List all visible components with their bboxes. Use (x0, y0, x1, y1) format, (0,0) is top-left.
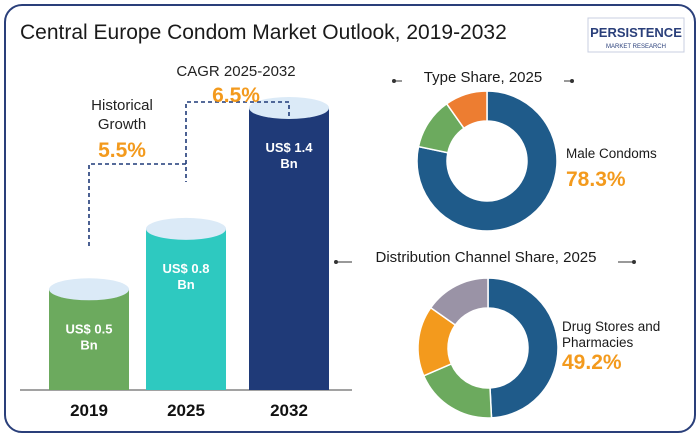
slice-other-channel-grey (429, 277, 489, 327)
x-tick-2025: 2025 (167, 401, 205, 420)
distribution-share-title: Distribution Channel Share, 2025 (376, 249, 597, 266)
slice-other-type-orange (445, 90, 488, 130)
bar-2032 (249, 108, 329, 390)
cagr-value: 6.5% (212, 84, 260, 107)
infographic-canvas: Central Europe Condom Market Outlook, 20… (20, 17, 685, 420)
logo-brand: PERSISTENCE (590, 25, 682, 40)
type-highlight-value: 78.3% (566, 168, 626, 191)
bar-2025 (146, 228, 226, 390)
historical-growth-label: Historical (91, 97, 153, 114)
cagr-connector (185, 101, 290, 164)
distribution-highlight-label: Drug Stores and (562, 319, 660, 334)
page-title: Central Europe Condom Market Outlook, 20… (20, 21, 507, 44)
historical-growth-label-line2: Growth (98, 116, 146, 133)
growth-annotations: Historical Growth 5.5% CAGR 2025-2032 6.… (88, 63, 296, 246)
bar-cap-2025 (146, 217, 226, 240)
distribution-highlight-value: 49.2% (562, 351, 622, 374)
bar-value-unit-2019: Bn (80, 337, 97, 352)
cagr-label: CAGR 2025-2032 (176, 63, 295, 80)
distribution-share-donut (417, 277, 559, 419)
slice-male-condoms (416, 90, 558, 232)
bar-value-unit-2032: Bn (280, 156, 297, 171)
historical-growth-value: 5.5% (98, 139, 146, 162)
distribution-share-section: Distribution Channel Share, 2025 Drug St… (334, 246, 660, 419)
logo-subtitle: MARKET RESEARCH (606, 44, 666, 50)
bar-cap-2019 (49, 278, 129, 301)
type-share-title: Type Share, 2025 (424, 69, 542, 86)
logo: PERSISTENCE MARKET RESEARCH (587, 17, 685, 53)
type-highlight-label: Male Condoms (566, 146, 657, 161)
bar-2019 (49, 289, 129, 390)
bar-value-unit-2025: Bn (177, 277, 194, 292)
distribution-highlight-label-line2: Pharmacies (562, 335, 634, 350)
x-tick-2032: 2032 (270, 401, 308, 420)
bar-value-label-2025: US$ 0.8 (163, 261, 210, 276)
type-share-donut (416, 90, 558, 232)
bar-value-label-2019: US$ 0.5 (66, 321, 113, 336)
x-tick-2019: 2019 (70, 401, 108, 420)
bar-value-label-2032: US$ 1.4 (266, 140, 314, 155)
type-share-section: Type Share, 2025 Male Condoms 78.3% (392, 66, 657, 232)
infographic-frame: Central Europe Condom Market Outlook, 20… (4, 4, 696, 433)
slice-drug-stores-pharmacies (487, 277, 559, 419)
